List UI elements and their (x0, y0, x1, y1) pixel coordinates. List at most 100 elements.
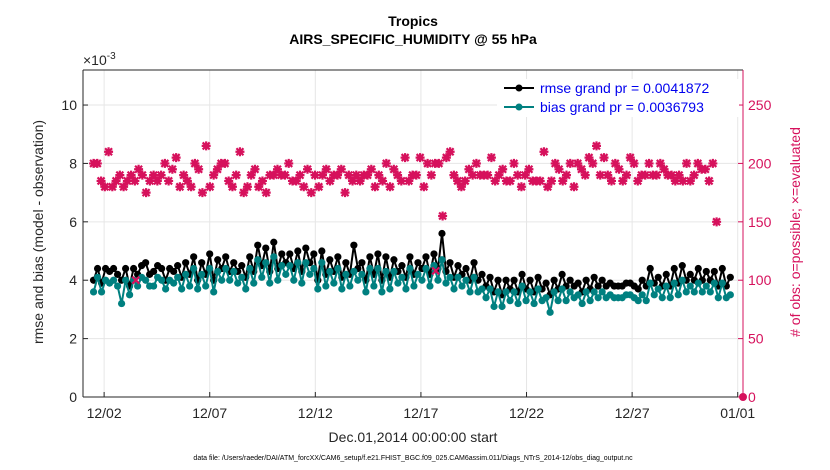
bias-point (398, 273, 406, 281)
bias-point (450, 285, 458, 293)
bias-point (109, 276, 118, 284)
x-tick-label: 12/17 (403, 405, 438, 421)
bias-point (714, 294, 722, 302)
bias-point (178, 285, 186, 293)
bias-point (302, 259, 310, 267)
rmse-point (286, 250, 294, 258)
rmse-point (342, 259, 350, 267)
rmse-point (214, 256, 222, 264)
y-right-tick-label: 200 (748, 155, 772, 171)
rmse-point (594, 282, 602, 290)
rmse-point (121, 264, 130, 273)
obs-evaluated-marker (618, 176, 628, 186)
rmse-point (494, 276, 502, 284)
obs-evaluated-marker (588, 158, 598, 168)
obs-evaluated-marker (194, 164, 204, 174)
rmse-point (170, 267, 178, 276)
obs-evaluated-marker (400, 153, 410, 163)
bias-point (546, 308, 554, 316)
bias-point (574, 291, 582, 299)
obs-evaluated-marker (385, 182, 395, 192)
bias-point (594, 294, 602, 302)
obs-evaluated-marker (655, 158, 665, 168)
rmse-point (142, 259, 150, 267)
obs-evaluated-marker (550, 158, 560, 168)
rmse-point (206, 250, 214, 258)
bias-point (170, 279, 178, 287)
obs-evaluated-marker (610, 158, 620, 168)
bias-point (194, 285, 202, 293)
bias-point (678, 276, 686, 284)
rmse-point (634, 285, 642, 293)
obs-evaluated-marker (272, 164, 282, 174)
bias-point (326, 267, 334, 276)
bias-point (270, 253, 278, 261)
obs-evaluated-marker (415, 153, 425, 163)
bias-point (274, 276, 282, 284)
obs-evaluated-marker (197, 188, 207, 198)
bias-point (422, 264, 430, 273)
bias-point (706, 288, 714, 296)
rmse-point (422, 253, 430, 261)
rmse-point (710, 267, 718, 276)
chart-title: Tropics (388, 13, 438, 29)
bias-point (674, 291, 682, 299)
obs-evaluated-marker (366, 164, 376, 174)
obs-evaluated-marker (468, 170, 478, 180)
obs-evaluated-marker (704, 176, 714, 186)
obs-evaluated-marker (689, 170, 699, 180)
obs-evaluated-marker (160, 158, 170, 168)
rmse-point (238, 262, 246, 270)
bias-point (718, 279, 726, 287)
bias-point (378, 288, 386, 296)
obs-evaluated-marker (122, 176, 132, 186)
bias-point (342, 270, 350, 278)
obs-evaluated-marker (107, 182, 117, 192)
bias-point (238, 273, 246, 281)
obs-evaluated-marker (678, 176, 688, 186)
rmse-point (390, 256, 398, 264)
bias-point (158, 276, 166, 284)
obs-evaluated-marker (644, 158, 654, 168)
bias-point (402, 285, 410, 293)
rmse-point (326, 256, 334, 264)
obs-evaluated-marker (667, 170, 677, 180)
obs-evaluated-marker (186, 182, 196, 192)
rmse-point (430, 250, 438, 258)
obs-evaluated-marker (175, 182, 185, 192)
obs-evaluated-marker (490, 176, 500, 186)
obs-evaluated-marker (423, 158, 433, 168)
obs-evaluated-marker (640, 170, 650, 180)
y-right-tick-label: 150 (748, 214, 772, 230)
y-tick-label: 8 (69, 155, 77, 171)
rmse-point (558, 270, 566, 278)
bias-point (206, 264, 214, 273)
obs-evaluated-marker (498, 164, 508, 174)
rmse-point (318, 247, 326, 255)
rmse-point (358, 259, 366, 267)
obs-evaluated-marker (453, 176, 463, 186)
bias-point (162, 285, 170, 293)
obs-evaluated-marker (137, 170, 147, 180)
plot-area (82, 69, 744, 398)
bias-point (234, 279, 242, 287)
obs-evaluated-marker (370, 182, 380, 192)
bias-point (694, 279, 702, 287)
bias-point (586, 297, 594, 305)
bias-point (382, 267, 390, 276)
obs-evaluated-marker (179, 170, 189, 180)
obs-evaluated-marker (378, 176, 388, 186)
bias-point (590, 288, 598, 296)
bias-point (646, 279, 654, 287)
obs-evaluated-marker (426, 170, 436, 180)
rmse-point (646, 264, 654, 273)
obs-evaluated-marker (700, 164, 710, 174)
rmse-point (486, 273, 494, 281)
y-exponent-power: -3 (107, 51, 116, 62)
rmse-point (582, 276, 590, 284)
obs-evaluated-marker (250, 164, 260, 174)
obs-evaluated-marker (295, 170, 305, 180)
x-tick-label: 12/07 (192, 405, 227, 421)
rmse-point (662, 270, 670, 278)
